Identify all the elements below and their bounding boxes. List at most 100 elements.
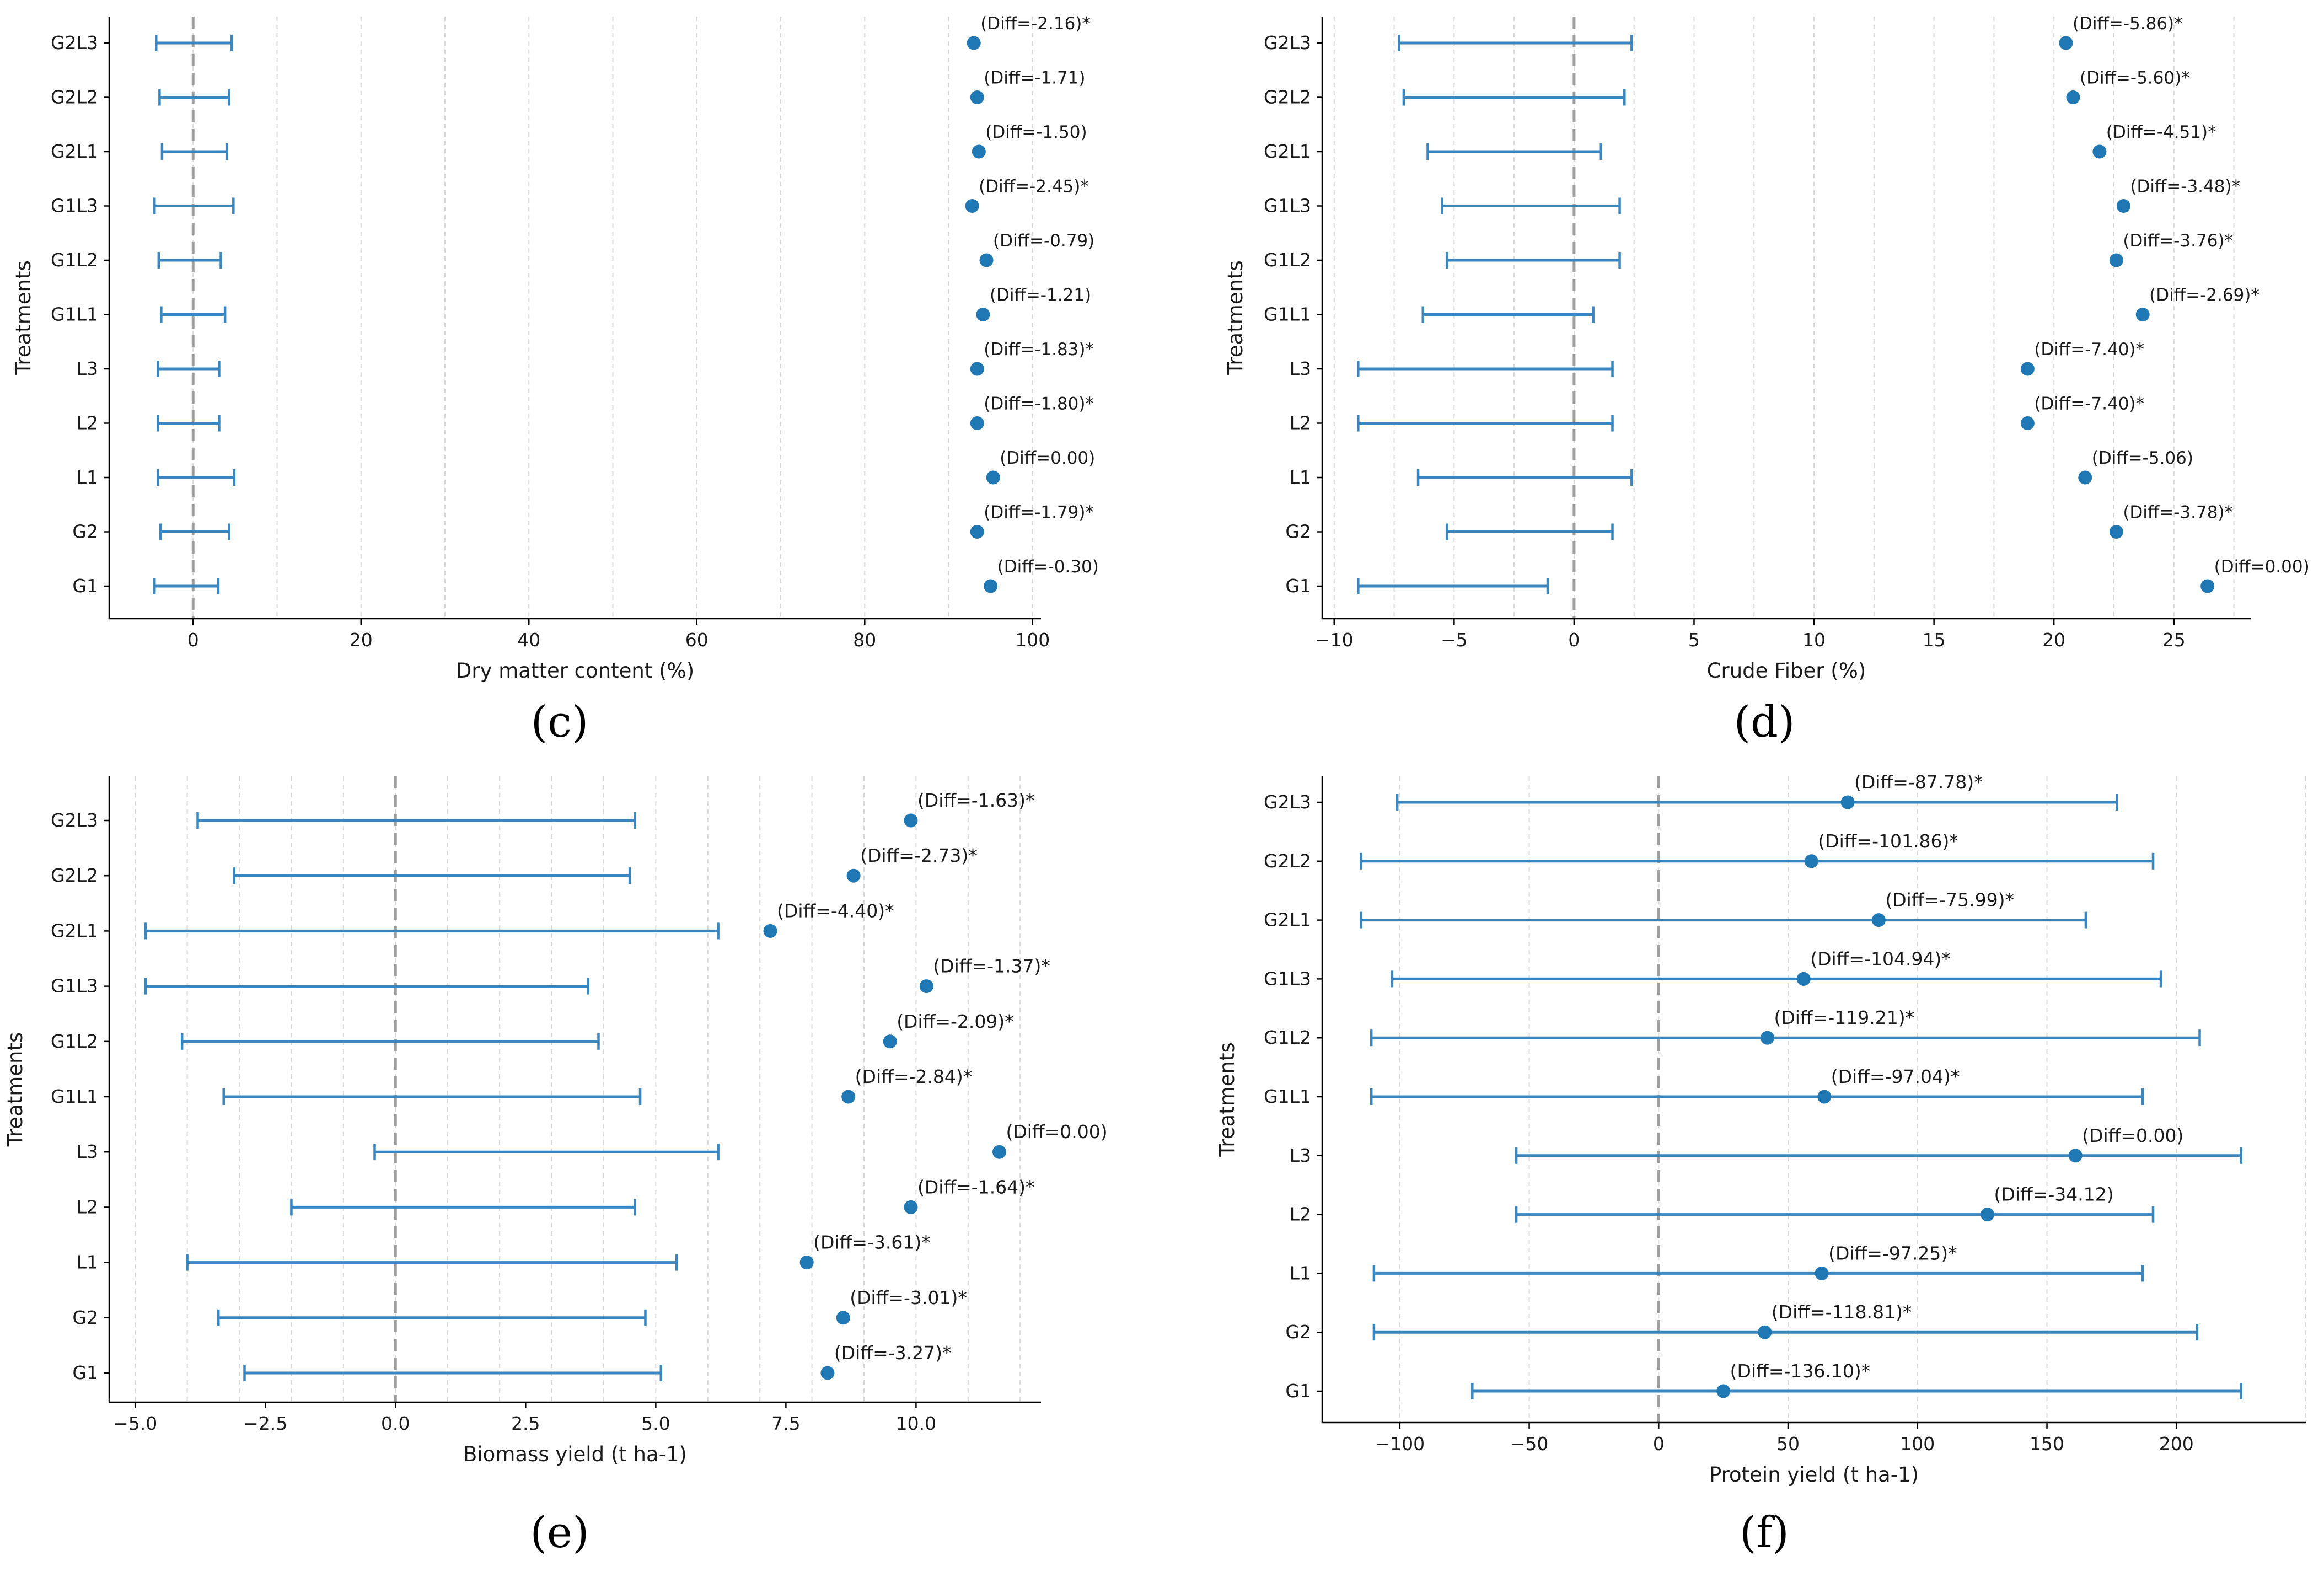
x-tick-label: 10	[1802, 629, 1826, 651]
y-axis-label: Treatments	[1223, 260, 1247, 375]
diff-label: (Diff=-1.21)	[990, 286, 1091, 305]
mean-point	[1760, 1031, 1774, 1045]
y-tick-label: G1	[72, 1362, 98, 1383]
x-tick-label: −10	[1315, 629, 1354, 651]
diff-label: (Diff=-4.51)*	[2106, 122, 2216, 142]
mean-point	[846, 868, 861, 883]
mean-point	[970, 416, 984, 430]
diff-label: (Diff=-104.94)*	[1810, 948, 1951, 969]
mean-point	[1758, 1325, 1772, 1339]
x-axis-label: Dry matter content (%)	[456, 659, 694, 683]
mean-point	[2200, 579, 2215, 593]
diff-label: (Diff=-5.06)	[2092, 448, 2193, 468]
y-tick-label: G1	[1285, 575, 1311, 597]
mean-point	[904, 813, 918, 828]
diff-label: (Diff=0.00)	[2082, 1125, 2183, 1146]
y-tick-label: G2L1	[51, 920, 98, 941]
y-tick-label: L2	[77, 1196, 98, 1217]
panel-label-d: (d)	[1733, 698, 1795, 747]
y-tick-label: G1L3	[51, 195, 98, 217]
diff-label: (Diff=-2.84)*	[855, 1066, 973, 1087]
x-tick-label: 0.0	[381, 1413, 410, 1434]
y-tick-label: G2L2	[1264, 87, 1311, 108]
diff-label: (Diff=-34.12)	[1994, 1184, 2114, 1205]
y-tick-label: G1	[1285, 1380, 1311, 1402]
y-tick-label: G1L3	[1264, 195, 1311, 217]
mean-point	[2092, 144, 2107, 159]
x-tick-label: 200	[2159, 1433, 2194, 1455]
y-tick-label: G2	[72, 521, 98, 543]
mean-point	[820, 1366, 835, 1380]
diff-label: (Diff=-5.86)*	[2073, 14, 2183, 34]
diff-label: (Diff=-0.79)	[993, 231, 1094, 251]
panel-label-e: (e)	[530, 1508, 589, 1558]
diff-label: (Diff=-1.37)*	[933, 956, 1050, 977]
x-tick-label: 50	[1776, 1433, 1800, 1455]
diff-label: (Diff=-136.10)*	[1730, 1360, 1871, 1382]
mean-point	[2109, 253, 2123, 267]
diff-label: (Diff=-1.64)*	[917, 1176, 1035, 1198]
x-axis-label: Protein yield (t ha-1)	[1709, 1463, 1919, 1487]
mean-point	[2066, 90, 2080, 104]
diff-label: (Diff=-2.16)*	[980, 14, 1091, 34]
diff-label: (Diff=-3.78)*	[2123, 503, 2233, 523]
mean-point	[1871, 913, 1886, 927]
diff-label: (Diff=-3.61)*	[813, 1232, 931, 1253]
x-tick-label: 100	[1900, 1433, 1935, 1455]
y-tick-label: G2	[72, 1307, 98, 1328]
x-axis-label: Crude Fiber (%)	[1707, 659, 1866, 683]
mean-point	[1804, 854, 1818, 868]
diff-label: (Diff=-3.76)*	[2123, 231, 2233, 251]
mean-point	[919, 979, 933, 994]
diff-label: (Diff=-1.50)	[985, 122, 1087, 142]
y-tick-label: G2	[1285, 1321, 1311, 1343]
diff-label: (Diff=-119.21)*	[1774, 1007, 1914, 1028]
diff-label: (Diff=-3.27)*	[834, 1342, 952, 1364]
mean-point	[972, 144, 986, 159]
y-tick-label: G1L1	[51, 1086, 98, 1107]
x-tick-label: 100	[1015, 629, 1050, 651]
x-tick-label: 7.5	[771, 1413, 800, 1434]
mean-point	[2020, 362, 2035, 376]
y-tick-label: L2	[1290, 1204, 1311, 1225]
x-tick-label: 2.5	[511, 1413, 540, 1434]
y-tick-label: L3	[77, 358, 98, 379]
x-tick-label: −2.5	[243, 1413, 287, 1434]
y-tick-label: G2L3	[51, 32, 98, 53]
x-tick-label: −100	[1375, 1433, 1425, 1455]
y-tick-label: G1L3	[51, 975, 98, 997]
mean-point	[976, 308, 990, 321]
panel-label-c: (c)	[530, 698, 589, 747]
x-tick-label: −5	[1441, 629, 1468, 651]
diff-label: (Diff=-1.63)*	[917, 790, 1035, 811]
mean-point	[970, 90, 984, 104]
y-tick-label: G2L3	[1264, 791, 1311, 813]
mean-point	[2135, 308, 2150, 321]
mean-point	[1981, 1208, 1995, 1222]
y-tick-label: G2L2	[51, 865, 98, 886]
mean-point	[2020, 416, 2035, 430]
diff-label: (Diff=0.00)	[2214, 557, 2310, 577]
x-tick-label: 5.0	[641, 1413, 670, 1434]
x-tick-label: 80	[853, 629, 876, 651]
diff-label: (Diff=-1.71)	[984, 68, 1085, 88]
y-axis-label: Treatments	[1215, 1042, 1239, 1157]
diff-label: (Diff=-1.79)*	[984, 503, 1094, 523]
x-tick-label: 10.0	[896, 1413, 936, 1434]
diff-label: (Diff=-7.40)*	[2034, 394, 2144, 414]
mean-point	[986, 470, 1000, 485]
x-tick-label: 15	[1923, 629, 1946, 651]
mean-point	[1840, 795, 1855, 809]
y-tick-label: G2L1	[51, 141, 98, 162]
x-tick-label: 60	[685, 629, 709, 651]
y-tick-label: G2	[1285, 521, 1311, 543]
mean-point	[1815, 1266, 1829, 1280]
mean-point	[2078, 470, 2092, 485]
y-tick-label: G1L3	[1264, 968, 1311, 989]
mean-point	[763, 924, 777, 938]
y-tick-label: G2L2	[1264, 850, 1311, 872]
diff-label: (Diff=-97.04)*	[1831, 1066, 1960, 1087]
diff-label: (Diff=-101.86)*	[1818, 830, 1958, 852]
x-tick-label: 0	[1568, 629, 1580, 651]
